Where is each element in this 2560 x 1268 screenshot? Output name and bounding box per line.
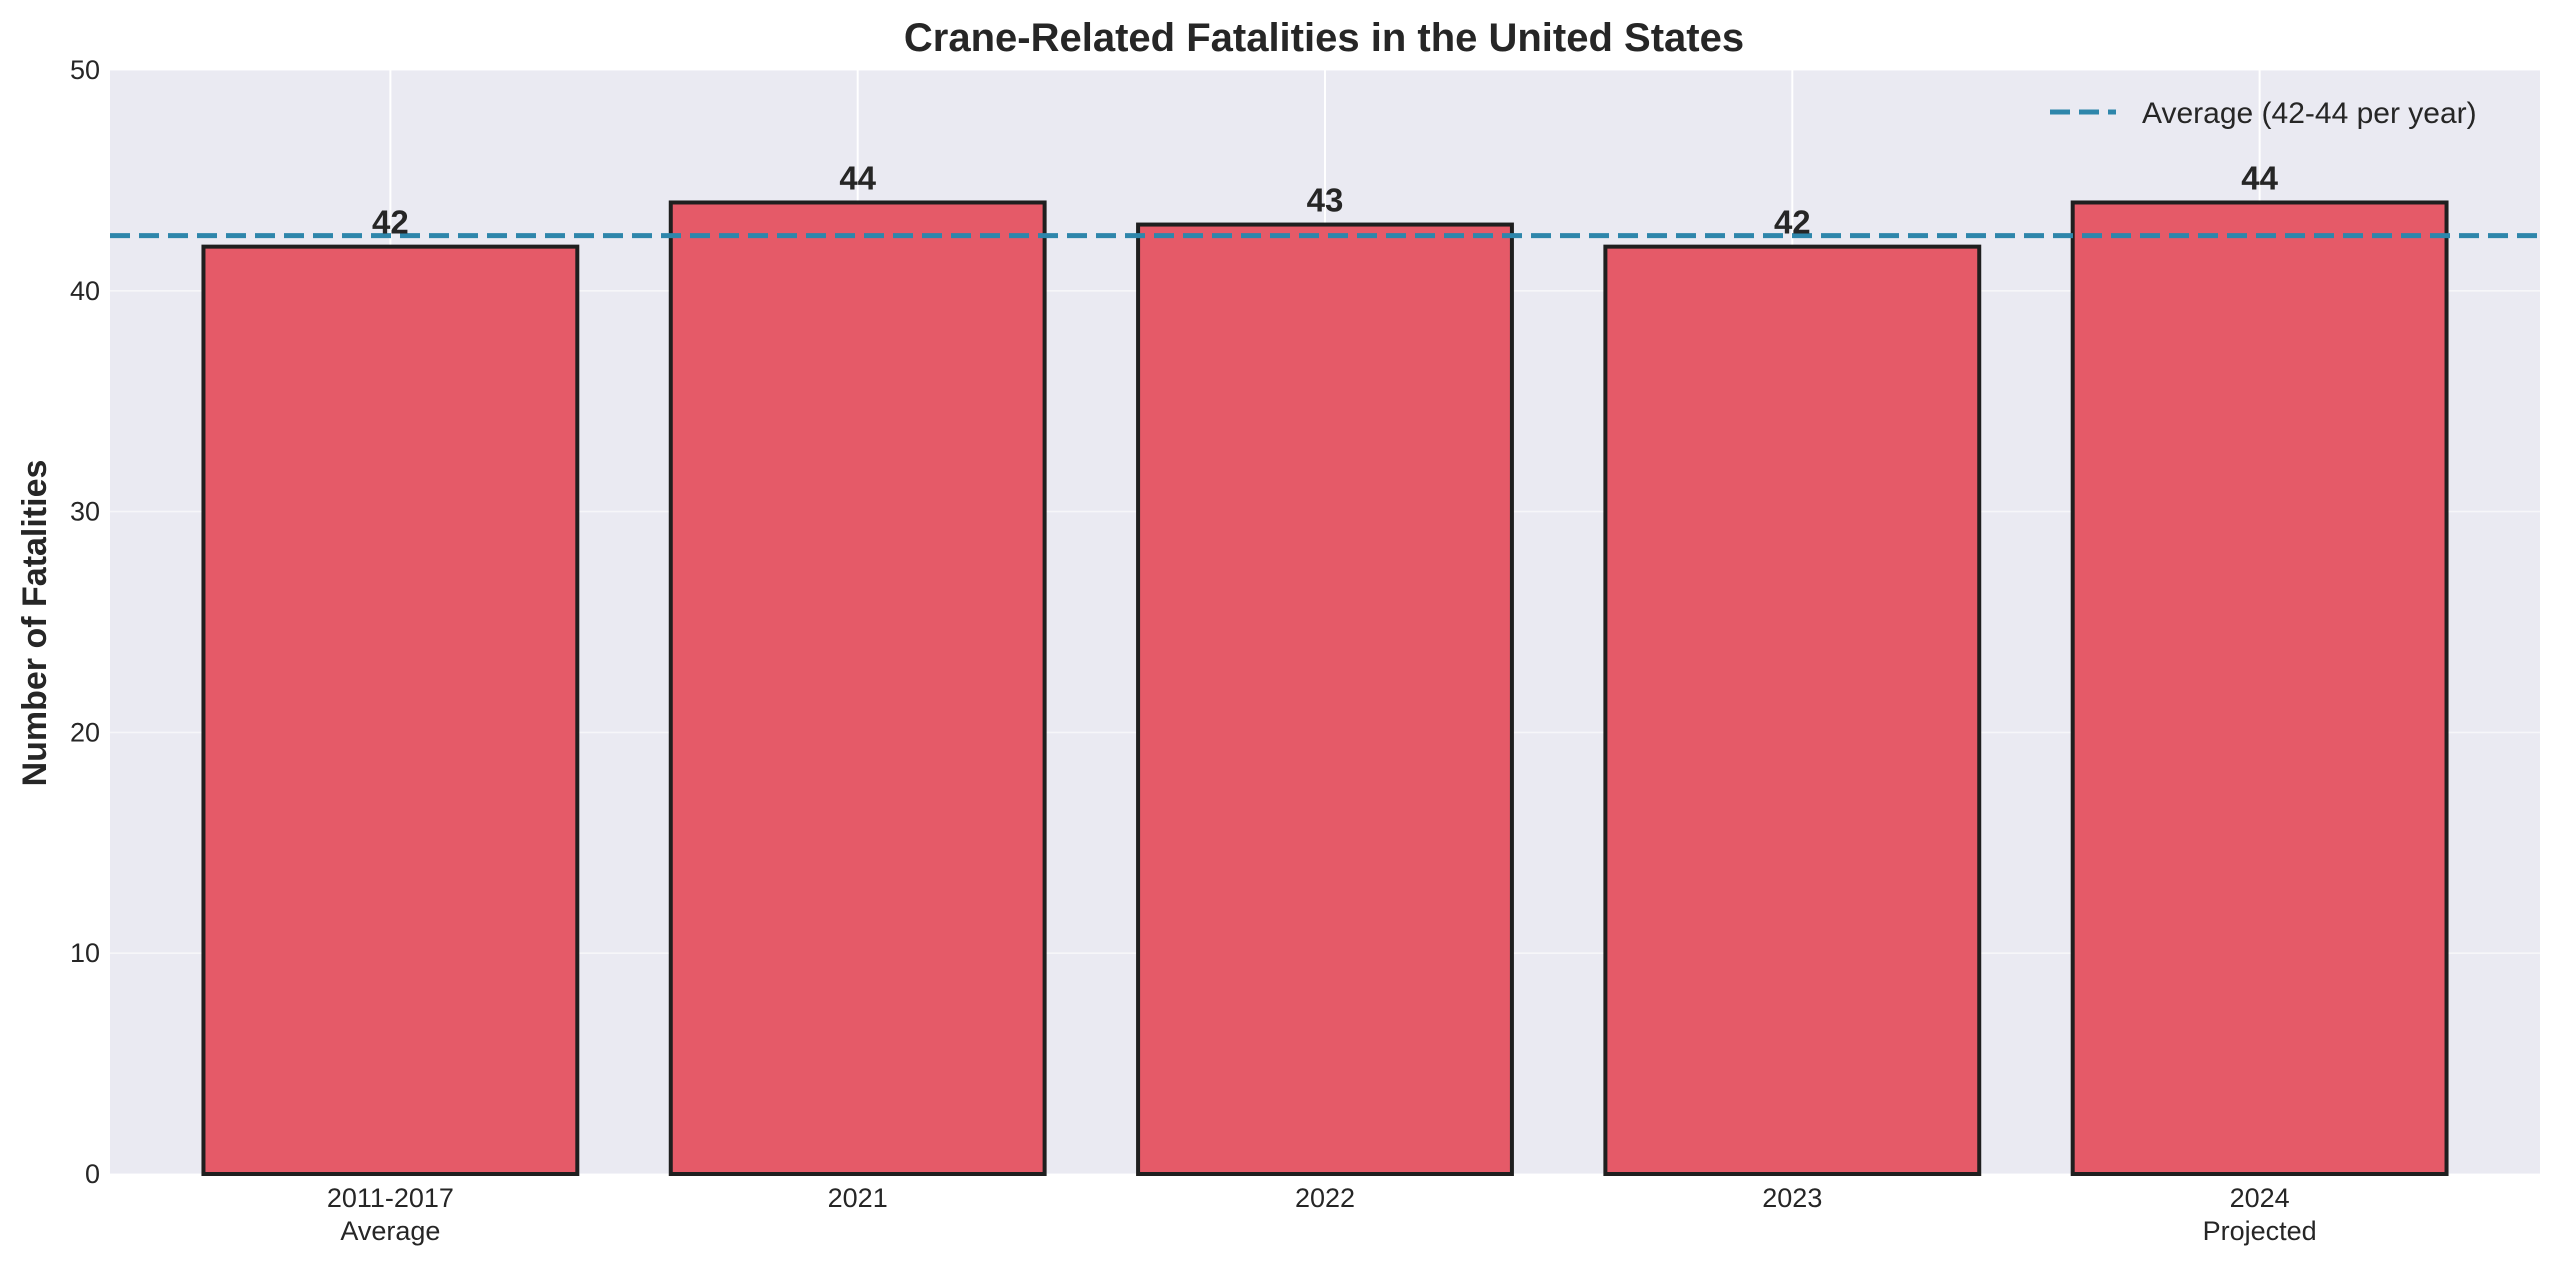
legend-label: Average (42-44 per year): [2142, 97, 2477, 130]
bar-value-label: 44: [839, 159, 876, 196]
y-tick-label: 40: [70, 276, 100, 306]
bar-value-label: 42: [1774, 204, 1811, 241]
x-tick-label: 2022: [1295, 1183, 1355, 1213]
bar: [2070, 200, 2449, 1177]
chart-title: Crane-Related Fatalities in the United S…: [904, 16, 1744, 60]
bar: [1136, 222, 1514, 1176]
x-tick-label: 2021: [828, 1183, 888, 1213]
bar-value-label: 44: [2241, 159, 2278, 196]
x-tick-label: 2023: [1762, 1183, 1822, 1213]
x-tick-label: Average: [340, 1216, 440, 1246]
y-tick-label: 0: [85, 1159, 100, 1189]
y-tick-label: 30: [70, 497, 100, 527]
bar: [668, 200, 1047, 1177]
bar: [201, 244, 580, 1176]
y-tick-label: 10: [70, 938, 100, 968]
bar-value-label: 43: [1307, 182, 1344, 219]
bar-value-label: 42: [372, 204, 409, 241]
x-tick-label: 2024: [2230, 1183, 2290, 1213]
x-tick-label: 2011-2017: [327, 1183, 454, 1213]
y-tick-label: 20: [70, 717, 100, 747]
y-axis-label: Number of Fatalities: [16, 460, 54, 787]
y-tick-label: 50: [70, 55, 100, 85]
x-tick-label: Projected: [2203, 1216, 2317, 1246]
bar: [1603, 244, 1982, 1176]
